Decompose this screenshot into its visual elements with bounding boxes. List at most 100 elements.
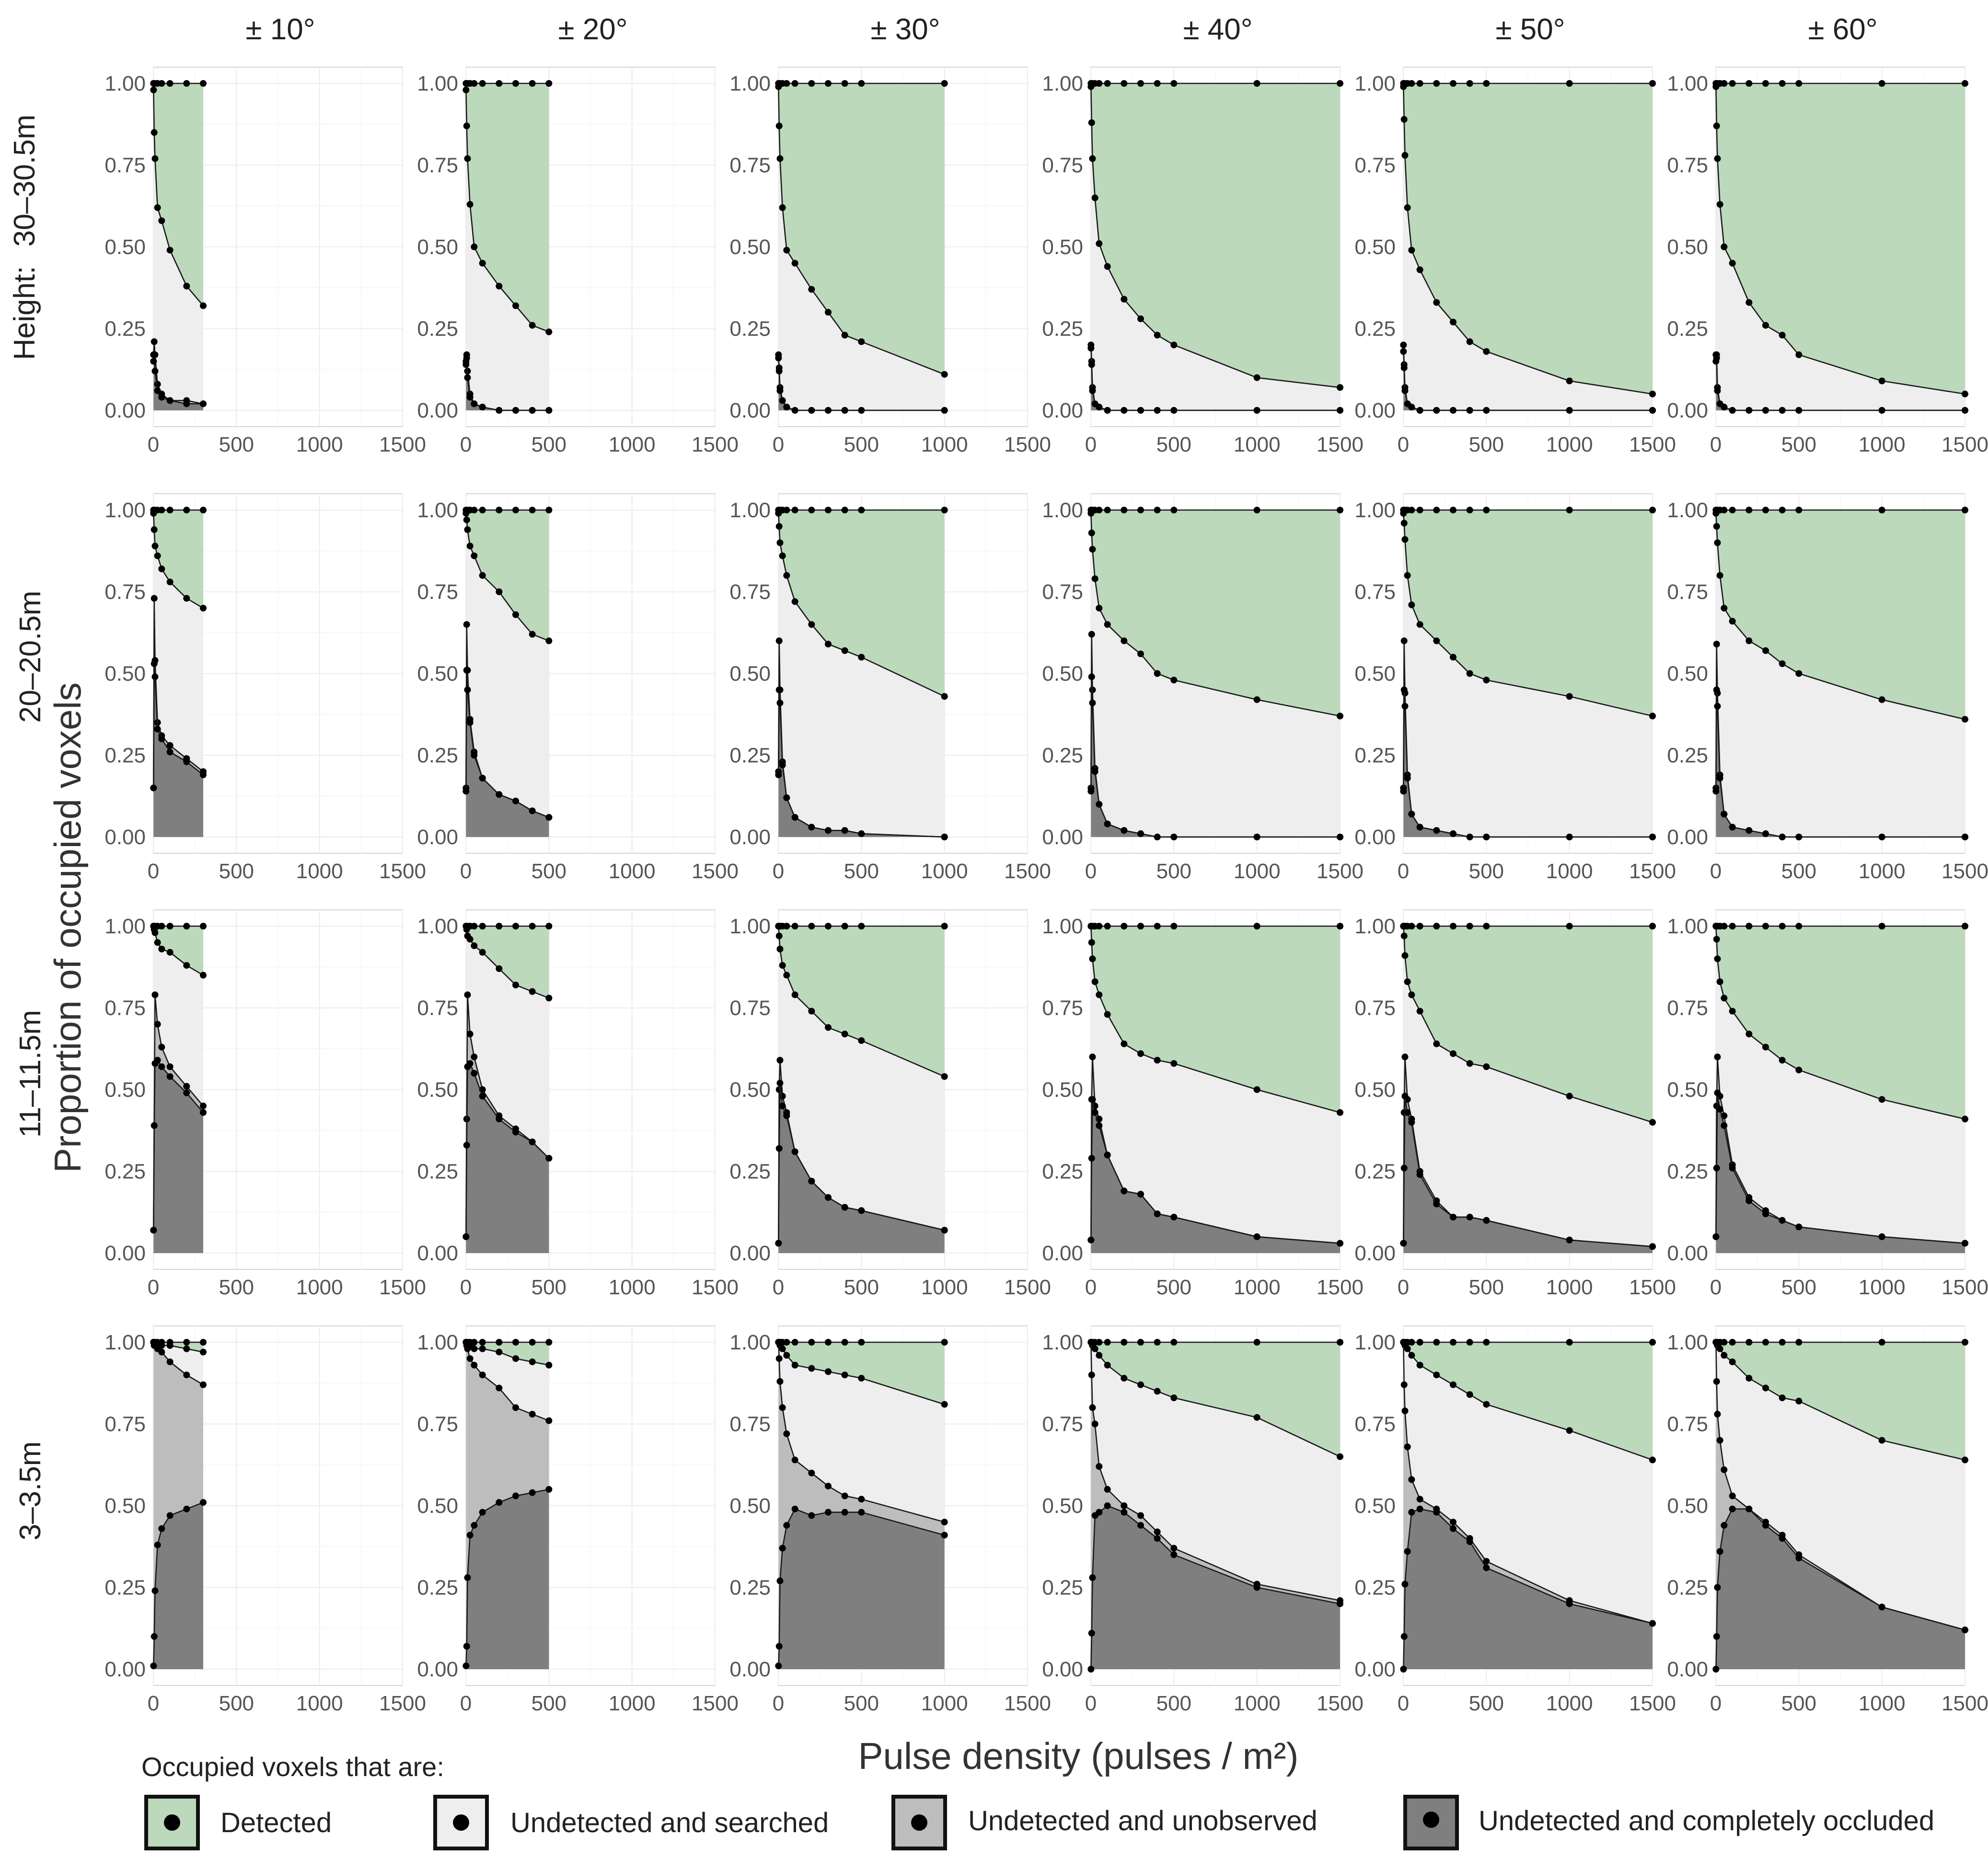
data-point xyxy=(1088,361,1095,368)
data-point xyxy=(1154,407,1161,414)
x-tick-label: 1000 xyxy=(1546,1276,1593,1299)
x-tick-label: 500 xyxy=(1469,1276,1504,1299)
data-point xyxy=(1779,923,1786,930)
y-tick-label: 0.25 xyxy=(417,1160,458,1184)
data-point xyxy=(783,972,790,979)
y-tick-label: 0.00 xyxy=(729,825,771,849)
data-point xyxy=(825,640,832,648)
area-searched xyxy=(1403,513,1653,837)
y-tick-label: 1.00 xyxy=(729,499,771,522)
data-point xyxy=(545,923,553,930)
data-point xyxy=(479,1509,486,1516)
data-point xyxy=(462,1662,470,1670)
panel: 0.00 0.25 0.50 0.75 1.00 0 500 1000 1500 xyxy=(417,1325,739,1715)
x-tick-label: 1500 xyxy=(379,433,426,456)
x-tick-label: 500 xyxy=(1781,1276,1816,1299)
y-tick-label: 0.50 xyxy=(729,662,771,686)
row-header: Height: 30–30.5m xyxy=(8,115,41,360)
data-point xyxy=(1096,1463,1103,1470)
data-point xyxy=(545,637,553,644)
data-point xyxy=(529,988,536,995)
data-point xyxy=(1721,507,1728,513)
data-point xyxy=(471,1053,478,1060)
x-tick-label: 1000 xyxy=(296,1276,343,1299)
x-tick-label: 1500 xyxy=(379,1692,426,1715)
data-point xyxy=(1712,1233,1720,1240)
x-tick-label: 0 xyxy=(1398,433,1409,456)
data-point xyxy=(471,942,478,949)
data-point xyxy=(166,80,173,87)
data-point xyxy=(1466,1339,1473,1346)
data-point xyxy=(1137,507,1144,513)
data-point xyxy=(1401,1092,1409,1100)
data-point xyxy=(151,673,159,680)
series-searched-top xyxy=(465,90,549,333)
data-point xyxy=(1087,510,1095,517)
data-point xyxy=(941,1227,948,1234)
panel: 0.00 0.25 0.50 0.75 1.00 0 500 1000 1500 xyxy=(104,1325,426,1715)
data-point xyxy=(1253,407,1260,414)
legend-label: Undetected and completely occluded xyxy=(1479,1805,1934,1836)
data-point xyxy=(183,1083,190,1090)
data-point xyxy=(1712,83,1720,90)
area-searched xyxy=(153,926,203,1231)
data-point xyxy=(783,1352,790,1359)
y-tick-label: 0.25 xyxy=(104,1576,146,1600)
data-point xyxy=(150,595,158,602)
data-point xyxy=(779,962,786,969)
data-point xyxy=(1745,1031,1753,1038)
area-detected xyxy=(778,510,945,697)
y-tick-label: 0.25 xyxy=(1667,317,1708,341)
data-point xyxy=(150,1662,157,1670)
x-tick-label: 1000 xyxy=(1859,433,1906,456)
data-point xyxy=(464,991,471,999)
x-tick-label: 1000 xyxy=(1234,1276,1281,1299)
y-tick-label: 0.00 xyxy=(729,399,771,422)
data-point xyxy=(463,122,470,129)
panel: 0.00 0.25 0.50 0.75 1.00 0 500 1000 1500 xyxy=(1042,909,1364,1299)
x-tick-label: 1000 xyxy=(921,1276,968,1299)
data-point xyxy=(1566,507,1573,513)
data-point xyxy=(1713,354,1720,361)
data-point xyxy=(1779,834,1786,840)
data-point xyxy=(1091,1109,1098,1116)
data-point xyxy=(496,588,503,595)
data-point xyxy=(1779,507,1786,513)
data-point xyxy=(1433,637,1440,644)
data-point xyxy=(1104,1151,1111,1159)
area-searched xyxy=(1091,86,1340,410)
y-tick-label: 0.50 xyxy=(729,1494,771,1518)
data-point xyxy=(471,923,478,930)
data-point xyxy=(1104,1486,1111,1493)
column-header: ± 30° xyxy=(870,13,940,46)
data-point xyxy=(1408,80,1415,87)
data-point xyxy=(858,830,865,837)
area-unobserved xyxy=(778,1342,945,1666)
data-point xyxy=(791,407,798,414)
data-point xyxy=(1795,80,1803,87)
data-point xyxy=(1404,1109,1411,1116)
data-point xyxy=(1962,716,1968,723)
x-tick-label: 500 xyxy=(1469,1692,1504,1715)
data-point xyxy=(775,354,782,361)
data-point xyxy=(858,1339,865,1346)
data-point xyxy=(841,647,848,654)
data-point xyxy=(1416,80,1423,87)
y-tick-label: 0.75 xyxy=(417,1413,458,1436)
series-unobserved-top xyxy=(1403,1342,1653,1624)
x-tick-label: 500 xyxy=(219,1692,254,1715)
area-unobserved xyxy=(466,1342,549,1666)
area-searched xyxy=(153,513,203,788)
data-point xyxy=(1400,348,1407,355)
x-tick-label: 0 xyxy=(773,1276,784,1299)
data-point xyxy=(775,122,783,129)
series-unobserved-top xyxy=(465,995,550,1237)
x-tick-label: 500 xyxy=(1469,860,1504,883)
data-point xyxy=(154,1541,161,1548)
data-point xyxy=(166,1342,173,1349)
data-point xyxy=(779,397,786,404)
y-tick-label: 0.75 xyxy=(1042,581,1083,604)
data-point xyxy=(1962,1240,1968,1247)
data-point xyxy=(154,1057,161,1064)
y-tick-label: 0.75 xyxy=(729,997,771,1020)
